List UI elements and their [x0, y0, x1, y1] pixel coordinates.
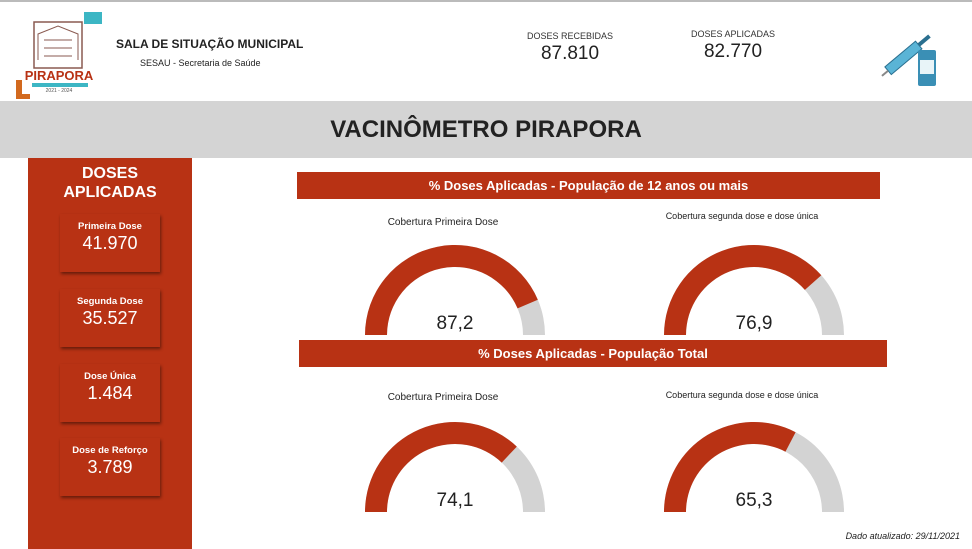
gauge-arc [664, 245, 822, 335]
header-subtitle: SESAU - Secretaria de Saúde [140, 58, 261, 68]
stat-value: 82.770 [703, 41, 763, 62]
logo-years: 2021 - 2024 [46, 88, 73, 94]
syringe-icon [881, 34, 936, 86]
logo: PIRAPORA 2021 - 2024 [16, 12, 102, 99]
dose-label: Segunda Dose [77, 296, 143, 307]
section-header: % Doses Aplicadas - População de 12 anos… [297, 172, 880, 199]
sidebar-title: DOSES APLICADAS [63, 165, 157, 201]
gauge-value: 87,2 [437, 313, 474, 334]
dose-card: Segunda Dose 35.527 [60, 289, 160, 347]
stat-value: 87.810 [540, 43, 600, 64]
banner-title: VACINÔMETRO PIRAPORA [0, 101, 972, 158]
dose-label: Primeira Dose [78, 221, 142, 232]
dose-card: Dose Única 1.484 [60, 364, 160, 422]
header-title: SALA DE SITUAÇÃO MUNICIPAL [116, 37, 304, 51]
section-header: % Doses Aplicadas - População Total [299, 340, 887, 367]
dose-card: Dose de Reforço 3.789 [60, 438, 160, 496]
gauge-title: Cobertura Primeira Dose [388, 392, 499, 403]
gauge-value: 74,1 [437, 490, 474, 511]
dose-card: Primeira Dose 41.970 [60, 214, 160, 272]
gauge-value: 76,9 [736, 313, 773, 334]
dose-value: 3.789 [87, 457, 133, 477]
gauge-arc [664, 421, 796, 512]
gauge-value: 65,3 [736, 490, 773, 511]
stat-label: DOSES APLICADAS [690, 29, 776, 39]
gauge-title: Cobertura segunda dose e dose única [666, 211, 819, 221]
gauge-arc [365, 245, 538, 335]
dose-label: Dose de Reforço [72, 445, 148, 456]
logo-text: PIRAPORA [25, 68, 94, 83]
dose-label: Dose Única [84, 371, 136, 382]
gauge-title: Cobertura segunda dose e dose única [666, 390, 819, 400]
gauge-arc [365, 422, 517, 512]
stat-label: DOSES RECEBIDAS [526, 31, 614, 41]
gauge-title: Cobertura Primeira Dose [388, 217, 499, 228]
dose-value: 41.970 [82, 233, 138, 253]
updated: Dado atualizado: 29/11/2021 [845, 531, 960, 541]
dose-value: 35.527 [82, 308, 138, 328]
dose-value: 1.484 [87, 383, 133, 403]
